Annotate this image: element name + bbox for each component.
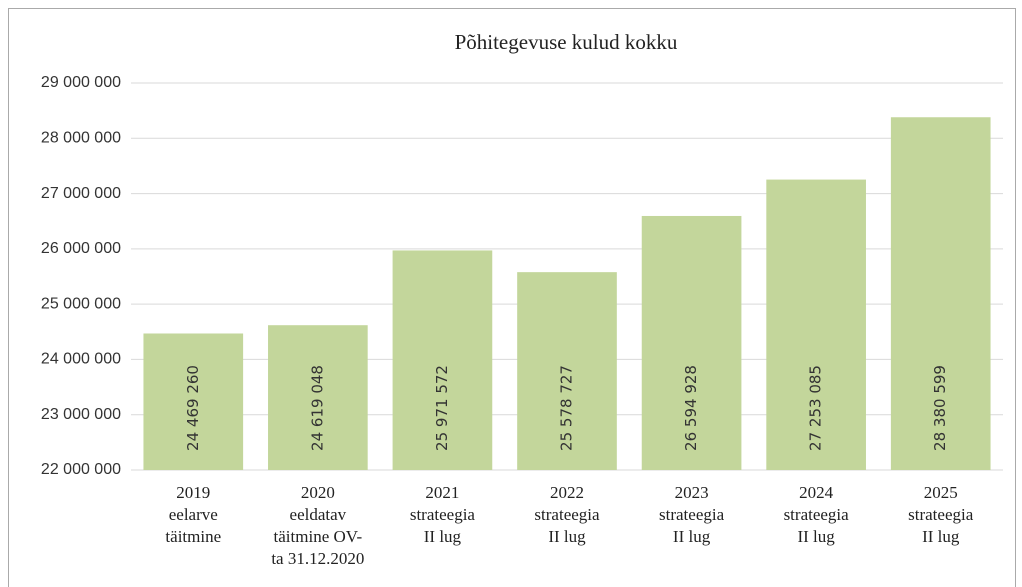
x-tick-label: 2020 eeldatav täitmine OV-ta 31.12.2020 — [271, 483, 364, 568]
y-tick-label: 27 000 000 — [41, 185, 121, 202]
value-label: 24 619 048 — [308, 365, 326, 451]
bar — [517, 272, 617, 470]
y-tick-label: 26 000 000 — [41, 240, 121, 257]
value-label: 26 594 928 — [682, 365, 700, 451]
x-tick-label: 2023 strateegia II lug — [659, 483, 725, 546]
chart-title: Põhitegevuse kulud kokku — [455, 30, 678, 54]
x-tick-label: 2022 strateegia II lug — [534, 483, 600, 546]
value-label: 25 578 727 — [558, 365, 576, 451]
y-tick-label: 24 000 000 — [41, 351, 121, 368]
value-label: 27 253 085 — [807, 365, 825, 451]
x-tick-label: 2019 eelarve täitmine — [165, 483, 221, 546]
bar — [890, 117, 991, 471]
value-label: 28 380 599 — [931, 365, 949, 451]
y-tick-label: 23 000 000 — [41, 406, 121, 423]
y-tick-label: 28 000 000 — [41, 130, 121, 147]
bar — [641, 215, 742, 470]
value-label: 25 971 572 — [433, 365, 451, 451]
bar — [268, 325, 368, 470]
y-tick-label: 22 000 000 — [41, 461, 121, 478]
y-tick-label: 25 000 000 — [41, 295, 121, 312]
x-tick-label: 2024 strateegia II lug — [784, 483, 850, 546]
bar — [143, 333, 244, 470]
x-tick-label: 2025 strateegia II lug — [908, 483, 974, 546]
y-tick-label: 29 000 000 — [41, 74, 121, 91]
value-label: 24 469 260 — [184, 365, 202, 451]
x-tick-label: 2021 strateegia II lug — [410, 483, 476, 546]
bar — [392, 250, 493, 470]
bar — [766, 179, 866, 470]
